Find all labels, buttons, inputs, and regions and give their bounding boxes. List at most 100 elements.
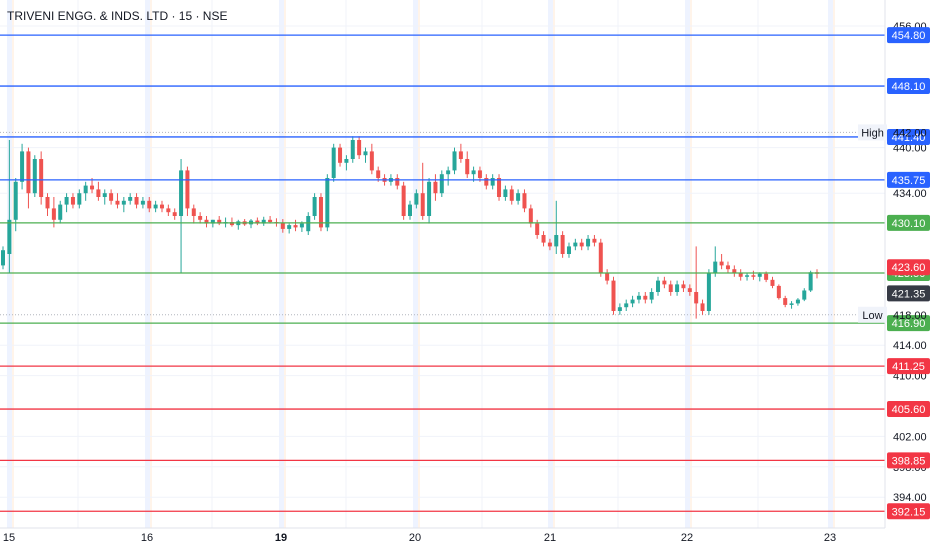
price-tag-label: 423.60: [892, 262, 926, 274]
candle-body: [732, 269, 737, 273]
y-tick-label: 434.00: [893, 188, 927, 200]
candle-body: [681, 284, 686, 289]
candle-body: [503, 189, 508, 197]
price-tag: [887, 285, 930, 302]
candle-body: [566, 246, 571, 254]
candle-body: [420, 193, 425, 216]
candle-body: [115, 200, 120, 205]
price-tag: [887, 259, 930, 276]
session-band: [413, 0, 418, 528]
price-tag-label: 421.35: [892, 288, 926, 300]
candle-body: [592, 238, 597, 243]
price-tags: 454.80448.10441.40435.75430.10423.50416.…: [858, 27, 930, 520]
level-tag-label: 435.75: [892, 175, 926, 187]
high-value-label: 442.00: [893, 127, 927, 139]
candle-body: [280, 222, 285, 229]
candle-body: [153, 204, 158, 209]
x-tick-label: 21: [544, 532, 556, 544]
level-tag: [887, 214, 930, 231]
y-tick-label: 394.00: [893, 492, 927, 504]
candle-body: [287, 225, 292, 229]
candle-body: [547, 242, 552, 247]
candle-body: [675, 284, 680, 292]
level-tag: [887, 315, 930, 332]
candle-body: [802, 290, 807, 300]
candle-body: [617, 307, 622, 311]
candle-body: [20, 151, 25, 182]
candle-body: [96, 189, 101, 197]
level-tag-label: 405.60: [892, 404, 926, 416]
level-tag-label: 411.25: [892, 361, 925, 373]
y-tick-label: 440.00: [893, 143, 927, 155]
candle-body: [713, 261, 718, 273]
candle-body: [134, 197, 139, 205]
candle-body: [598, 242, 603, 273]
low-value-label: 418.00: [893, 310, 927, 322]
candle-body: [255, 220, 260, 224]
candle-body: [147, 200, 152, 209]
candle-body: [70, 197, 75, 205]
candle-body: [261, 219, 266, 224]
candle-body: [554, 235, 559, 247]
candle-body: [376, 170, 381, 178]
candle-body: [636, 295, 641, 300]
candle-body: [369, 151, 374, 171]
candle-body: [51, 208, 56, 220]
candle-body: [795, 299, 800, 304]
candle-body: [293, 225, 298, 228]
x-tick-label: 20: [409, 532, 421, 544]
candle-body: [541, 235, 546, 243]
candle-body: [7, 219, 12, 254]
candle-body: [198, 216, 203, 220]
candle-body: [706, 273, 711, 311]
candle-body: [662, 280, 667, 285]
candle-body: [121, 200, 126, 205]
candle-body: [694, 292, 699, 304]
candle-body: [414, 193, 419, 205]
candle-body: [179, 170, 184, 216]
candle-body: [471, 170, 476, 175]
candle-body: [128, 197, 133, 201]
candle-body: [579, 242, 584, 247]
candle-body: [331, 147, 336, 178]
candle-body: [738, 273, 743, 277]
candle-body: [58, 204, 63, 220]
candle-body: [159, 204, 164, 209]
candle-body: [605, 273, 610, 281]
time-axis[interactable]: 15 16 19 20 21 22 23: [3, 532, 836, 544]
candle-body: [408, 204, 412, 216]
level-tag: [887, 452, 930, 469]
candle-body: [789, 303, 794, 305]
candle-body: [26, 151, 31, 194]
session-band: [145, 0, 150, 528]
candle-body: [102, 193, 107, 197]
level-tag: [887, 401, 930, 418]
candle-body: [764, 273, 769, 280]
level-tag-label: 416.90: [892, 318, 926, 330]
candle-body: [217, 219, 222, 224]
horizontal-levels: [0, 34, 885, 512]
candle-body: [363, 151, 368, 156]
candle-body: [45, 197, 50, 209]
candle-body: [268, 219, 273, 223]
candle-body: [357, 140, 362, 156]
candle-body: [446, 170, 451, 175]
candle-body: [166, 208, 171, 213]
candle-body: [172, 212, 177, 216]
candle-body: [452, 151, 457, 171]
candle-body: [560, 235, 565, 254]
candle-body: [611, 280, 616, 311]
session-band: [828, 0, 833, 528]
candle-body: [573, 242, 578, 247]
candle-body: [490, 178, 495, 186]
candle-body: [427, 181, 432, 216]
candle-body: [299, 223, 304, 228]
candle-body: [643, 295, 648, 300]
candle-body: [140, 200, 145, 205]
candle-body: [229, 222, 234, 226]
level-tag-label: 454.80: [892, 30, 926, 42]
x-tick-label: 15: [3, 532, 15, 544]
level-tag-label: 441.40: [892, 132, 926, 144]
candle-body: [465, 159, 470, 175]
